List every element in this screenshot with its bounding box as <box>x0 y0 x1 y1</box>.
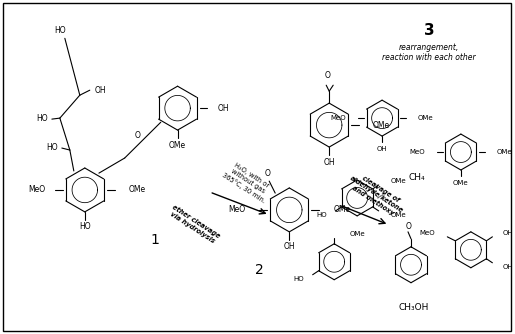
Text: MeO: MeO <box>28 185 45 194</box>
Text: OMe: OMe <box>169 141 186 150</box>
Text: rearrangement,
reaction with each other: rearrangement, reaction with each other <box>382 42 476 62</box>
Text: O: O <box>406 222 412 231</box>
Text: OMe: OMe <box>418 115 434 121</box>
Text: OMe: OMe <box>497 149 512 155</box>
Text: MeO: MeO <box>331 115 346 121</box>
Text: O: O <box>264 169 270 178</box>
Text: OH: OH <box>95 86 107 95</box>
Text: OMe: OMe <box>391 178 406 184</box>
Text: OMe: OMe <box>373 121 390 130</box>
Text: 1: 1 <box>150 233 159 247</box>
Text: OH: OH <box>283 242 295 251</box>
Text: HO: HO <box>79 222 91 231</box>
Text: HO: HO <box>316 212 327 218</box>
Text: OH: OH <box>323 158 335 167</box>
Text: OH: OH <box>502 264 513 270</box>
Text: H₂O, with or
without gas
365°C, 30 min.: H₂O, with or without gas 365°C, 30 min. <box>221 160 274 204</box>
Text: OH: OH <box>217 104 229 113</box>
Text: 3: 3 <box>424 23 434 38</box>
Text: O: O <box>324 71 330 80</box>
Text: ether cleavage
via hydrolysis: ether cleavage via hydrolysis <box>167 204 221 245</box>
Text: cleavage of
aldehyde/ketone
and methoxy: cleavage of aldehyde/ketone and methoxy <box>346 169 409 220</box>
Text: OMe: OMe <box>391 212 406 218</box>
Text: OMe: OMe <box>129 185 146 194</box>
Text: OMe: OMe <box>453 180 469 186</box>
Text: MeO: MeO <box>409 149 425 155</box>
Text: OMe: OMe <box>349 231 365 237</box>
Text: MeO: MeO <box>228 205 246 214</box>
Text: HO: HO <box>46 143 58 152</box>
Text: O: O <box>135 131 141 140</box>
Text: OH: OH <box>377 146 387 152</box>
Text: HO: HO <box>54 26 66 35</box>
Text: HO: HO <box>293 276 304 282</box>
Text: CH₃OH: CH₃OH <box>399 303 429 312</box>
Text: HO: HO <box>36 114 48 123</box>
Text: 2: 2 <box>255 263 264 277</box>
Text: OH: OH <box>502 230 513 236</box>
Text: OMe: OMe <box>333 205 350 214</box>
Text: CH₄: CH₄ <box>409 173 425 182</box>
Text: MeO: MeO <box>420 230 435 236</box>
